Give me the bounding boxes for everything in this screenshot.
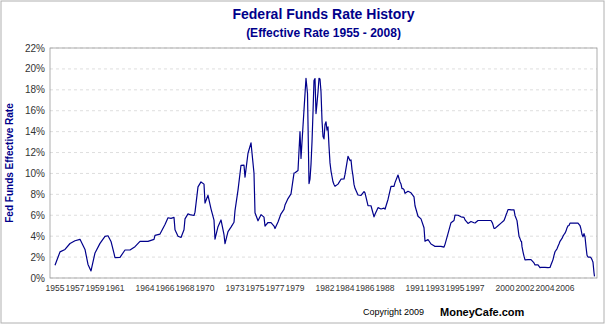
x-tick-label: 1988 xyxy=(376,283,395,293)
x-tick-label: 2006 xyxy=(556,283,575,293)
x-tick-label: 1957 xyxy=(66,283,85,293)
x-tick-label: 1984 xyxy=(336,283,355,293)
watermark: MoneyCafe.com xyxy=(440,306,525,318)
y-tick-label: 8% xyxy=(31,189,46,200)
x-tick-label: 1979 xyxy=(286,283,305,293)
rate-line xyxy=(55,78,595,276)
y-tick-label: 4% xyxy=(31,231,46,242)
plot-frame xyxy=(50,48,597,278)
y-tick-label: 10% xyxy=(25,168,45,179)
x-tick-label: 1975 xyxy=(246,283,265,293)
y-tick-label: 6% xyxy=(31,210,46,221)
y-axis: 0% 2% 4% 6% 8% 10% 12% 14% 16% 18% 20% 22% xyxy=(25,43,45,284)
x-tick-label: 1991 xyxy=(406,283,425,293)
x-tick-label: 1982 xyxy=(316,283,335,293)
grid-line xyxy=(50,173,597,174)
y-axis-label: Fed Funds Effective Rate xyxy=(4,103,15,223)
y-tick-label: 16% xyxy=(25,105,45,116)
x-tick-label: 1993 xyxy=(426,283,445,293)
y-tick-label: 12% xyxy=(25,147,45,158)
subtitle: (Effective Rate 1955 - 2008) xyxy=(246,26,401,40)
x-tick-label: 1955 xyxy=(46,283,65,293)
title: Federal Funds Rate History xyxy=(232,6,414,22)
x-tick-label: 2000 xyxy=(496,283,515,293)
grid-line xyxy=(50,194,597,195)
plot-area xyxy=(55,78,595,276)
chart: 0%2%4%6%8%10%12%14%16%18%20%22%195519571… xyxy=(0,0,605,324)
x-tick-label: 1977 xyxy=(266,283,285,293)
y-tick-label: 20% xyxy=(25,63,45,74)
x-axis: 1955195719591961 1964196619681970 19731975… xyxy=(46,283,575,293)
x-tick-label: 1997 xyxy=(466,283,485,293)
x-tick-label: 2002 xyxy=(516,283,535,293)
x-tick-label: 1986 xyxy=(356,283,375,293)
x-tick-label: 1966 xyxy=(156,283,175,293)
grid-line xyxy=(50,68,597,69)
grid-line xyxy=(50,236,597,237)
y-tick-label: 18% xyxy=(25,84,45,95)
page-border xyxy=(1,1,604,323)
x-tick-label: 2004 xyxy=(536,283,555,293)
x-tick-label: 1961 xyxy=(106,283,125,293)
x-tick-label: 1970 xyxy=(196,283,215,293)
copyright: Copyright 2009 xyxy=(363,307,424,317)
y-tick-label: 14% xyxy=(25,126,45,137)
x-tick-label: 1995 xyxy=(446,283,465,293)
grid-line xyxy=(50,89,597,90)
x-tick-label: 1959 xyxy=(86,283,105,293)
grid-line xyxy=(50,257,597,258)
grid xyxy=(50,48,597,278)
y-tick-label: 2% xyxy=(31,252,46,263)
grid-line xyxy=(50,131,597,132)
y-tick-label: 0% xyxy=(31,273,46,284)
x-tick-label: 1973 xyxy=(226,283,245,293)
x-tick-label: 1968 xyxy=(176,283,195,293)
grid-line xyxy=(50,152,597,153)
grid-line xyxy=(50,110,597,111)
x-tick-label: 1964 xyxy=(136,283,155,293)
y-tick-label: 22% xyxy=(25,43,45,54)
